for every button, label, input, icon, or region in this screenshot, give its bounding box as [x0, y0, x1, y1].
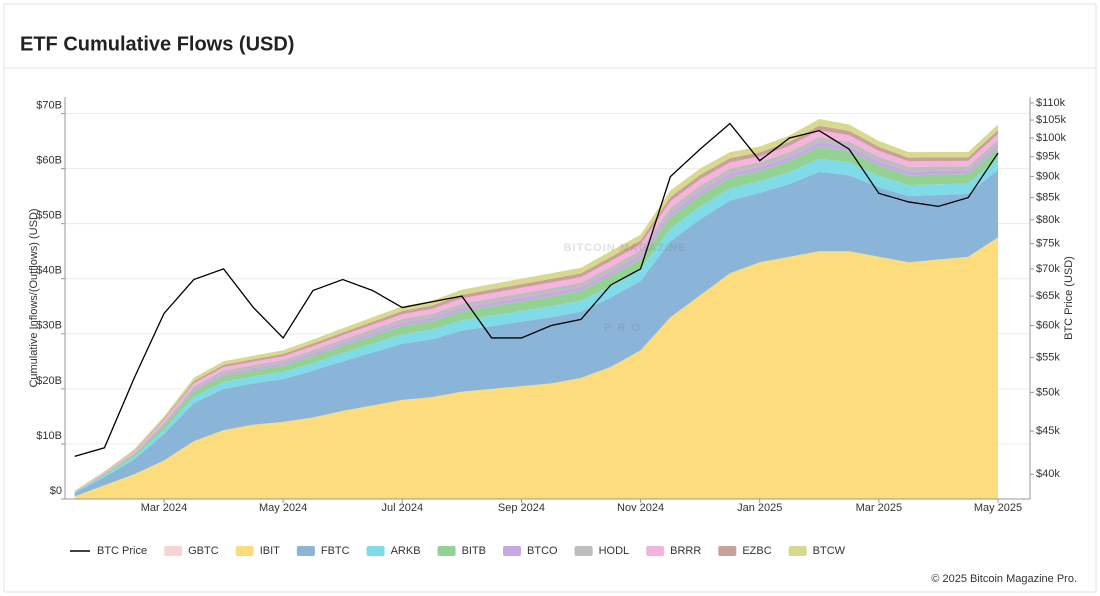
- legend-item: HODL: [574, 545, 630, 557]
- legend-swatch: [788, 546, 807, 556]
- y2-tick-label: $100k: [1036, 132, 1066, 144]
- y2-tick-label: $45k: [1036, 425, 1060, 437]
- legend-swatch: [296, 546, 315, 556]
- legend-swatch: [164, 546, 183, 556]
- y2-tick-label: $85k: [1036, 192, 1060, 204]
- x-tick-label: Jul 2024: [381, 502, 423, 514]
- legend-label: ARKB: [391, 545, 421, 557]
- legend-item: FBTC: [296, 545, 350, 557]
- area: [74, 158, 998, 493]
- y2-tick-label: $90k: [1036, 171, 1060, 183]
- legend-label: HODL: [599, 545, 630, 557]
- legend-item: BRRR: [646, 545, 701, 557]
- legend-item: BITB: [437, 545, 486, 557]
- legend-item: GBTC: [164, 545, 219, 557]
- y-tick-label: $30B: [36, 320, 62, 332]
- area: [74, 146, 998, 493]
- area: [74, 119, 998, 491]
- y-axis-label: Cumulative Inflows/(Outflows) (USD): [28, 208, 40, 387]
- legend-label: FBTC: [321, 545, 350, 557]
- legend-item: BTCW: [788, 545, 846, 557]
- footer: © 2025 Bitcoin Magazine Pro.: [931, 573, 1077, 585]
- legend-label: BTC Price: [97, 545, 147, 557]
- y-tick-label: $0: [50, 485, 62, 497]
- legend-swatch: [366, 546, 385, 556]
- y-tick-label: $20B: [36, 375, 62, 387]
- y2-tick-label: $80k: [1036, 214, 1060, 226]
- y-tick-label: $70B: [36, 99, 62, 111]
- legend-item: ARKB: [366, 545, 421, 557]
- chart-title: ETF Cumulative Flows (USD): [20, 33, 294, 55]
- x-tick-label: Sep 2024: [498, 502, 545, 514]
- y2-tick-label: $65k: [1036, 290, 1060, 302]
- y2-tick-label: $105k: [1036, 114, 1066, 126]
- x-tick-label: Mar 2025: [856, 502, 902, 514]
- y2-tick-label: $70k: [1036, 263, 1060, 275]
- x-tick-label: May 2025: [974, 502, 1022, 514]
- y2-tick-label: $50k: [1036, 386, 1060, 398]
- legend-label: BTCO: [527, 545, 558, 557]
- y-tick-label: $40B: [36, 265, 62, 277]
- legend-label: EZBC: [742, 545, 771, 557]
- x-tick-label: May 2024: [259, 502, 307, 514]
- legend-swatch: [235, 546, 254, 556]
- x-tick-label: Mar 2024: [141, 502, 187, 514]
- y2-tick-label: $55k: [1036, 351, 1060, 363]
- y-tick-label: $10B: [36, 430, 62, 442]
- legend-swatch: [646, 546, 665, 556]
- price-line: [74, 122, 999, 458]
- watermark: BITCOIN MAGAZINE: [564, 242, 687, 254]
- y-tick-label: $60B: [36, 154, 62, 166]
- y2-axis-label: BTC Price (USD): [1063, 256, 1075, 340]
- legend-label: BITB: [462, 545, 486, 557]
- legend-label: GBTC: [188, 545, 219, 557]
- y2-tick-label: $95k: [1036, 151, 1060, 163]
- legend-item: BTC Price: [70, 545, 147, 557]
- y2-tick-label: $75k: [1036, 237, 1060, 249]
- legend-label: BRRR: [670, 545, 701, 557]
- x-tick-label: Nov 2024: [617, 502, 664, 514]
- y2-tick-label: $110k: [1036, 97, 1066, 109]
- legend-swatch: [718, 546, 737, 556]
- legend-swatch: [437, 546, 456, 556]
- legend-label: IBIT: [260, 545, 280, 557]
- x-tick-label: Jan 2025: [737, 502, 782, 514]
- legend-item: EZBC: [718, 545, 772, 557]
- y-tick-label: $50B: [36, 210, 62, 222]
- area: [74, 237, 998, 499]
- legend-item: IBIT: [235, 545, 280, 557]
- legend-swatch: [574, 546, 593, 556]
- y2-tick-label: $60k: [1036, 319, 1060, 331]
- legend-label: BTCW: [813, 545, 846, 557]
- y2-tick-label: $40k: [1036, 468, 1060, 480]
- legend-swatch: [503, 546, 522, 556]
- legend-item: BTCO: [503, 545, 558, 557]
- watermark: PRO: [604, 322, 646, 334]
- area: [74, 169, 998, 497]
